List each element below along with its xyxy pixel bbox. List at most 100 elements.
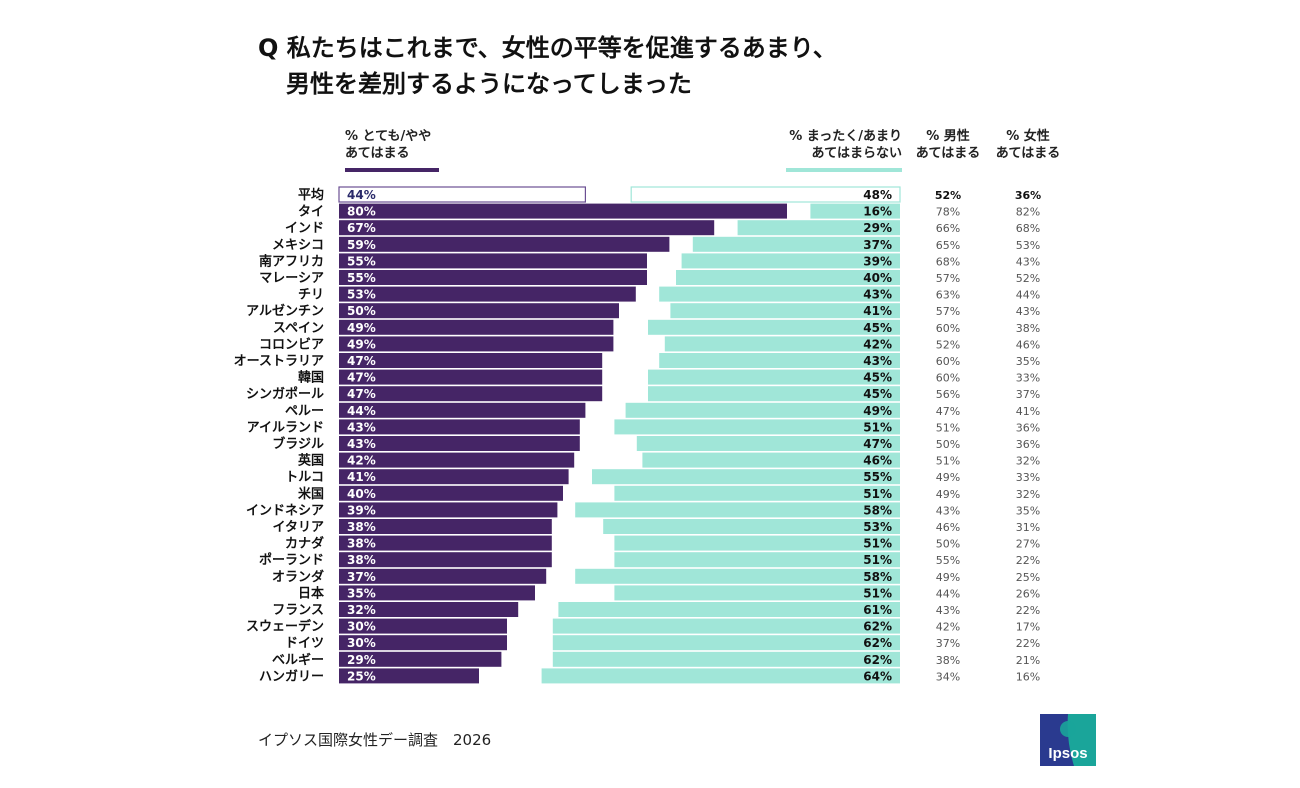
bar-disagree bbox=[648, 319, 900, 335]
data-label-female: 33% bbox=[1016, 471, 1040, 484]
data-label-male: 44% bbox=[936, 587, 960, 600]
bar-agree bbox=[339, 386, 603, 402]
bar-disagree bbox=[642, 452, 900, 468]
category-label: ペルー bbox=[285, 404, 324, 419]
header-agree: % とても/やや あてはまる bbox=[345, 128, 439, 172]
bar-agree bbox=[339, 618, 507, 634]
data-label-disagree: 42% bbox=[863, 337, 892, 351]
data-label-agree: 55% bbox=[347, 254, 376, 268]
data-label-male: 57% bbox=[936, 272, 960, 285]
header-male-line1: % 男性 bbox=[926, 129, 970, 144]
source-note: イプソス国際女性デー調査 2026 bbox=[258, 731, 492, 749]
data-label-agree: 29% bbox=[347, 653, 376, 667]
data-label-disagree: 47% bbox=[863, 437, 892, 451]
data-label-disagree: 43% bbox=[863, 354, 892, 368]
category-label: カナダ bbox=[285, 536, 324, 552]
bar-disagree bbox=[676, 270, 900, 285]
legend-swatch-agree bbox=[345, 168, 439, 172]
bar-disagree bbox=[659, 286, 900, 302]
category-label: インド bbox=[285, 221, 324, 236]
data-label-agree: 30% bbox=[347, 620, 376, 634]
chart-title: Q 私たちはこれまで、女性の平等を促進するあまり、 男性を差別するようになってし… bbox=[258, 30, 837, 102]
category-label: シンガポール bbox=[246, 386, 324, 402]
category-label: ハンガリー bbox=[259, 669, 324, 684]
data-label-agree: 59% bbox=[347, 238, 376, 252]
bar-disagree bbox=[681, 253, 900, 269]
category-label: 南アフリカ bbox=[259, 253, 324, 269]
data-label-agree: 43% bbox=[347, 420, 376, 434]
data-label-female: 37% bbox=[1016, 388, 1040, 401]
header-female-line1: % 女性 bbox=[1006, 129, 1050, 144]
data-label-agree: 44% bbox=[347, 404, 376, 418]
data-label-disagree: 48% bbox=[863, 188, 892, 202]
bar-disagree bbox=[603, 519, 900, 534]
data-label-male: 37% bbox=[936, 637, 960, 650]
title-line-2: 男性を差別するようになってしまった bbox=[286, 70, 692, 98]
bar-agree bbox=[339, 585, 535, 601]
bar-agree bbox=[339, 552, 552, 568]
data-label-agree: 30% bbox=[347, 636, 376, 650]
bar-agree bbox=[338, 186, 586, 203]
category-label: コロンビア bbox=[259, 336, 324, 352]
category-label: 日本 bbox=[298, 585, 324, 601]
category-label: タイ bbox=[298, 205, 324, 220]
data-label-male: 60% bbox=[936, 322, 960, 335]
data-label-male: 49% bbox=[936, 471, 960, 484]
data-label-disagree: 43% bbox=[863, 288, 892, 302]
bar-agree bbox=[339, 568, 547, 584]
data-label-female: 35% bbox=[1016, 355, 1040, 368]
ipsos-logo: Ipsos bbox=[1040, 714, 1096, 766]
category-label: メキシコ bbox=[272, 238, 324, 253]
data-label-disagree: 53% bbox=[863, 520, 892, 534]
bar-agree bbox=[339, 236, 670, 252]
bar-disagree bbox=[614, 419, 900, 435]
header-agree-line1: % とても/やや bbox=[345, 129, 432, 144]
bar-disagree bbox=[575, 568, 900, 584]
data-label-female: 22% bbox=[1016, 637, 1040, 650]
header-male-line2: あてはまる bbox=[915, 146, 981, 161]
legend-swatch-disagree bbox=[786, 168, 902, 172]
data-label-agree: 41% bbox=[347, 470, 376, 484]
category-label: 平均 bbox=[298, 187, 324, 203]
category-label: スペイン bbox=[273, 321, 324, 336]
bar-disagree bbox=[614, 585, 900, 601]
header-female-line2: あてはまる bbox=[995, 146, 1061, 161]
data-label-female: 21% bbox=[1016, 654, 1040, 667]
data-label-female: 36% bbox=[1015, 189, 1041, 202]
data-label-agree: 38% bbox=[347, 520, 376, 534]
bar-agree bbox=[339, 303, 619, 319]
bar-agree bbox=[339, 286, 636, 302]
bar-agree bbox=[339, 502, 558, 518]
data-label-disagree: 61% bbox=[863, 603, 892, 617]
data-label-agree: 43% bbox=[347, 437, 376, 451]
header-disagree-line2: あてはまらない bbox=[811, 146, 902, 161]
data-label-male: 50% bbox=[936, 438, 960, 451]
header-disagree: % まったく/あまり あてはまらない bbox=[784, 128, 902, 172]
data-label-disagree: 58% bbox=[863, 503, 892, 517]
data-label-male: 49% bbox=[936, 488, 960, 501]
data-label-female: 17% bbox=[1016, 621, 1040, 634]
data-label-female: 33% bbox=[1016, 372, 1040, 385]
category-label: ドイツ bbox=[285, 636, 324, 651]
bar-disagree bbox=[552, 651, 900, 667]
data-label-female: 36% bbox=[1016, 421, 1040, 434]
data-label-agree: 49% bbox=[347, 321, 376, 335]
data-label-male: 42% bbox=[936, 621, 960, 634]
data-label-male: 65% bbox=[936, 239, 960, 252]
data-label-disagree: 29% bbox=[863, 221, 892, 235]
category-label: チリ bbox=[298, 288, 324, 303]
category-label: アイルランド bbox=[247, 420, 324, 435]
data-label-agree: 49% bbox=[347, 337, 376, 351]
data-label-female: 31% bbox=[1016, 521, 1040, 534]
category-label: 米国 bbox=[298, 486, 324, 502]
data-label-disagree: 55% bbox=[863, 470, 892, 484]
data-label-agree: 53% bbox=[347, 288, 376, 302]
bar-disagree bbox=[552, 635, 900, 651]
data-label-agree: 25% bbox=[347, 669, 376, 683]
category-label: オーストラリア bbox=[234, 354, 324, 369]
bar-disagree bbox=[558, 602, 900, 617]
data-label-agree: 67% bbox=[347, 221, 376, 235]
data-label-female: 68% bbox=[1016, 222, 1040, 235]
category-label: イタリア bbox=[273, 520, 324, 535]
bar-disagree bbox=[810, 203, 900, 219]
